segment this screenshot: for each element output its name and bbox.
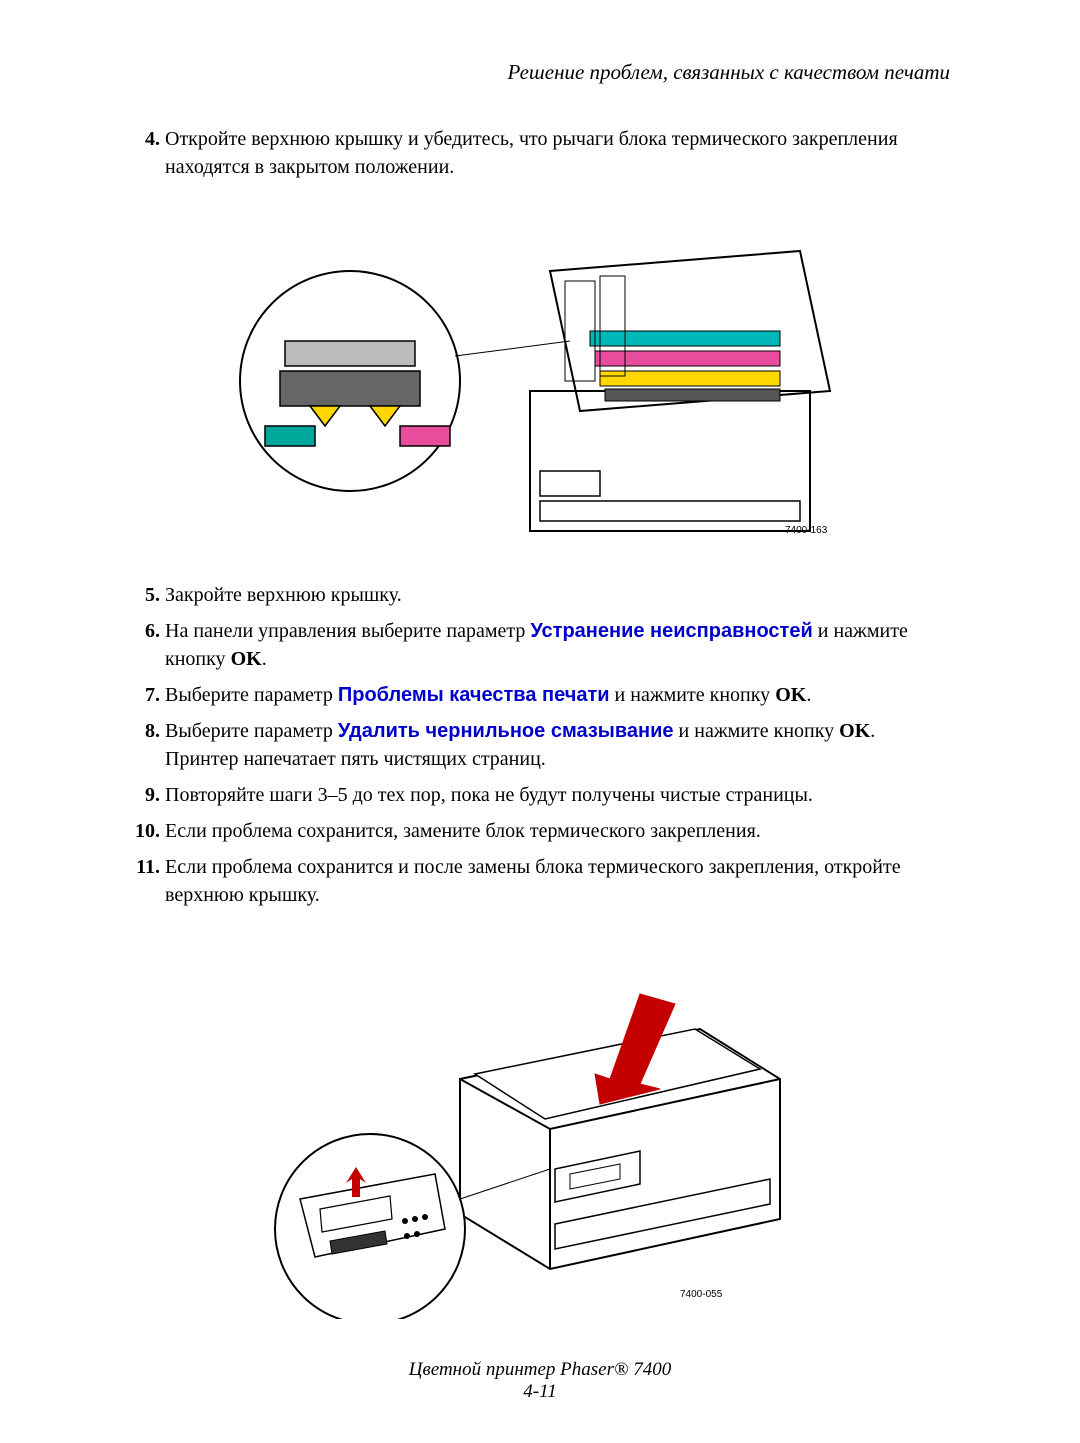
step-text-5: Закройте верхнюю крышку. [165, 581, 950, 609]
step-6-prefix: На панели управления выберите параметр [165, 620, 530, 642]
step-text-11: Если проблема сохранится и после замены … [165, 853, 950, 909]
step-7: 7. Выберите параметр Проблемы качества п… [130, 681, 950, 709]
step-10: 10. Если проблема сохранится, замените б… [130, 817, 950, 845]
step-8-middle: и нажмите кнопку [674, 720, 840, 742]
page-header: Решение проблем, связанных с качеством п… [130, 60, 950, 85]
printer-closed-diagram: 7400-055 [260, 939, 820, 1319]
step-7-suffix: . [806, 684, 811, 706]
step-8-bold: OK [839, 720, 870, 742]
step-text-8: Выберите параметр Удалить чернильное сма… [165, 717, 950, 773]
step-11: 11. Если проблема сохранится и после зам… [130, 853, 950, 909]
step-7-prefix: Выберите параметр [165, 684, 338, 706]
step-4: 4. Откройте верхнюю крышку и убедитесь, … [130, 125, 950, 181]
image-label-1: 7400-163 [785, 525, 828, 536]
footer-page: 4-11 [130, 1381, 950, 1403]
step-9: 9. Повторяйте шаги 3–5 до тех пор, пока … [130, 781, 950, 809]
step-number-7: 7. [130, 681, 160, 709]
step-7-middle: и нажмите кнопку [610, 684, 776, 706]
step-text-6: На панели управления выберите параметр У… [165, 617, 950, 673]
step-5: 5. Закройте верхнюю крышку. [130, 581, 950, 609]
printer-open-diagram: 7400-163 [230, 211, 850, 551]
step-number-8: 8. [130, 717, 160, 773]
step-number-9: 9. [130, 781, 160, 809]
step-6-highlight: Устранение неисправностей [530, 620, 812, 642]
step-number-11: 11. [130, 853, 160, 909]
image-label-2: 7400-055 [680, 1289, 723, 1300]
step-7-highlight: Проблемы качества печати [338, 684, 610, 706]
page-footer: Цветной принтер Phaser® 7400 4-11 [130, 1359, 950, 1403]
step-8-highlight: Удалить чернильное смазывание [338, 720, 674, 742]
step-6-bold: OK [231, 648, 262, 670]
step-8-prefix: Выберите параметр [165, 720, 338, 742]
printer-image-2: 7400-055 [130, 939, 950, 1319]
step-text-9: Повторяйте шаги 3–5 до тех пор, пока не … [165, 781, 950, 809]
step-8: 8. Выберите параметр Удалить чернильное … [130, 717, 950, 773]
step-6: 6. На панели управления выберите парамет… [130, 617, 950, 673]
step-number-4: 4. [130, 125, 160, 181]
step-text-10: Если проблема сохранится, замените блок … [165, 817, 950, 845]
step-number-6: 6. [130, 617, 160, 673]
step-6-suffix: . [262, 648, 267, 670]
footer-title: Цветной принтер Phaser® 7400 [409, 1359, 671, 1380]
step-number-5: 5. [130, 581, 160, 609]
step-text-7: Выберите параметр Проблемы качества печа… [165, 681, 950, 709]
step-number-10: 10. [130, 817, 160, 845]
step-7-bold: OK [775, 684, 806, 706]
step-text-4: Откройте верхнюю крышку и убедитесь, что… [165, 125, 950, 181]
printer-image-1: 7400-163 [130, 211, 950, 551]
